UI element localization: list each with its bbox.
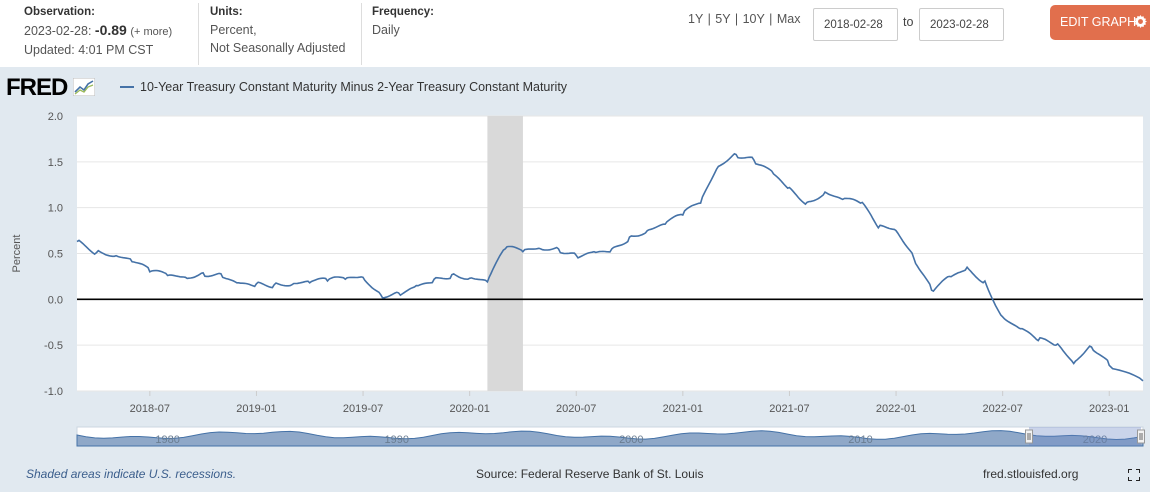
fred-logo-text: FRED [6, 74, 68, 101]
y-tick-label: 1.5 [48, 157, 63, 169]
frequency-block: Frequency: Daily [361, 3, 436, 65]
series-line [76, 152, 1144, 382]
line-chart[interactable]: 2.01.51.00.50.0-0.5-1.0 2018-07 2019-01 20… [0, 60, 1150, 480]
observation-block: Observation: 2023-02-28: -0.89 (+ more) … [24, 3, 194, 59]
x-tick-label: 2021-07 [769, 403, 809, 415]
legend-series-name: 10-Year Treasury Constant Maturity Minus… [140, 80, 568, 94]
y-tick-label: 0.0 [48, 294, 63, 306]
y-tick-label: 2.0 [48, 111, 63, 123]
range-separator: | [707, 12, 711, 26]
navigator-label: 2000 [619, 434, 643, 446]
x-tick-label: 2019-01 [236, 403, 276, 415]
top-bar: Observation: 2023-02-28: -0.89 (+ more) … [0, 0, 1150, 67]
recession-note: Shaded areas indicate U.S. recessions. [26, 467, 237, 481]
x-tick-label: 2018-07 [130, 403, 170, 415]
legend-swatch [120, 86, 134, 88]
units-line1: Percent, [210, 23, 257, 37]
range-10y-button[interactable]: 10Y [742, 12, 765, 26]
range-max-button[interactable]: Max [776, 12, 801, 26]
units-line2: Not Seasonally Adjusted [210, 41, 346, 55]
navigator-label: 1990 [385, 434, 409, 446]
navigator-selection[interactable] [1029, 427, 1141, 446]
recession-shade [487, 116, 523, 391]
x-tick-label: 2022-01 [876, 403, 916, 415]
x-tick-label: 2020-07 [556, 403, 596, 415]
observation-value: 2023-02-28: -0.89 (+ more) [24, 21, 194, 41]
range-selector: 1Y | 5Y | 10Y | Max [688, 12, 800, 26]
edit-graph-button[interactable]: EDIT GRAPH [1050, 5, 1150, 40]
navigator-handle[interactable] [1137, 429, 1145, 444]
range-separator: | [769, 12, 773, 26]
navigator-label: 1980 [155, 434, 179, 446]
x-tick-label: 2019-07 [343, 403, 383, 415]
frequency-value: Daily [372, 23, 400, 37]
x-tick-label: 2021-01 [663, 403, 703, 415]
updated-time: Updated: 4:01 PM CST [24, 43, 154, 57]
x-tick-label: 2022-07 [982, 403, 1022, 415]
y-axis-label: Percent [11, 235, 23, 273]
range-1y-button[interactable]: 1Y [688, 12, 704, 26]
navigator-handle[interactable] [1025, 429, 1033, 444]
navigator-label: 2010 [848, 434, 872, 446]
y-tick-label: -1.0 [44, 386, 63, 398]
y-tick-label: 1.0 [48, 203, 63, 215]
observation-date: 2023-02-28: [24, 24, 92, 38]
navigator-series [76, 430, 1144, 447]
y-tick-label: -0.5 [44, 340, 63, 352]
range-navigator[interactable]: 1980 1990 2000 2010 2020 [76, 426, 1145, 447]
y-tick-label: 0.5 [48, 249, 63, 261]
site-link[interactable]: fred.stlouisfed.org [983, 467, 1079, 481]
x-axis: 2018-07 2019-01 2019-07 2020-01 2020-07 2021-… [130, 391, 1129, 415]
y-axis: 2.0 1.5 1.0 0.5 0.0 -0.5 -1.0 [44, 111, 63, 398]
edit-graph-label: EDIT GRAPH [1060, 15, 1137, 29]
units-block: Units: Percent, Not Seasonally Adjusted [198, 3, 358, 65]
navigator-label: 2020 [1083, 434, 1107, 446]
more-link[interactable]: (+ more) [130, 26, 173, 38]
gear-icon [1134, 15, 1147, 28]
observation-label: Observation: [24, 6, 95, 18]
fred-logo: FRED [6, 74, 96, 102]
start-date-input[interactable]: 2018-02-28 [813, 8, 898, 41]
source-text: Source: Federal Reserve Bank of St. Loui… [476, 467, 704, 481]
x-tick-label: 2023-01 [1089, 403, 1129, 415]
range-separator: | [734, 12, 739, 26]
observation-number: -0.89 [94, 22, 127, 38]
units-label: Units: [210, 6, 243, 18]
date-to-label: to [903, 15, 914, 29]
end-date-input[interactable]: 2023-02-28 [919, 8, 1004, 41]
range-5y-button[interactable]: 5Y [715, 12, 731, 26]
x-tick-label: 2020-01 [449, 403, 489, 415]
fullscreen-icon[interactable] [1128, 469, 1140, 481]
frequency-label: Frequency: [372, 6, 434, 18]
